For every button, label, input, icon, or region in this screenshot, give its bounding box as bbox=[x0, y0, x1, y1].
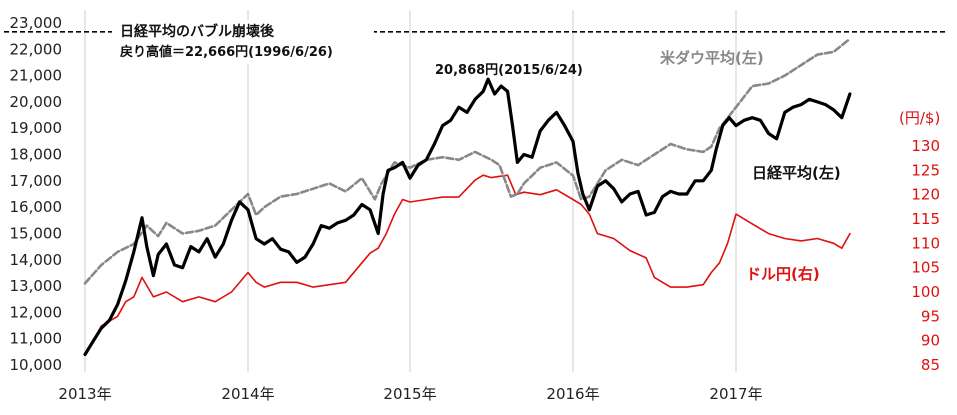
right-tick-label: 115 bbox=[911, 210, 940, 228]
left-tick-label: 13,000 bbox=[10, 277, 63, 295]
left-tick-label: 16,000 bbox=[10, 198, 63, 216]
nikkei-series-label: 日経平均(左) bbox=[752, 164, 841, 182]
left-axis-ticks: 10,000 11,000 12,000 13,000 14,000 15,000 16,0… bbox=[10, 14, 63, 374]
reference-label-background bbox=[112, 20, 374, 64]
x-tick-label: 2013年 bbox=[58, 385, 111, 403]
nikkei-line bbox=[83, 77, 852, 357]
left-tick-label: 18,000 bbox=[10, 146, 63, 164]
right-tick-label: 95 bbox=[921, 307, 940, 325]
dow-line bbox=[83, 37, 852, 285]
left-tick-label: 15,000 bbox=[10, 224, 63, 242]
usdjpy-series-label: ドル円(右) bbox=[746, 265, 820, 283]
left-tick-label: 12,000 bbox=[10, 303, 63, 321]
left-tick-label: 11,000 bbox=[10, 330, 63, 348]
x-tick-label: 2015年 bbox=[383, 385, 436, 403]
right-axis-unit-label: (円/$) bbox=[899, 109, 940, 127]
left-tick-label: 19,000 bbox=[10, 119, 63, 137]
left-tick-label: 10,000 bbox=[10, 356, 63, 374]
right-tick-label: 120 bbox=[911, 186, 940, 204]
series-layer bbox=[83, 37, 852, 357]
x-tick-label: 2017年 bbox=[709, 385, 762, 403]
usdjpy-line bbox=[84, 174, 851, 357]
reference-label-line2: 戻り高値＝22,666円(1996/6/26) bbox=[119, 44, 333, 60]
right-tick-label: 130 bbox=[911, 137, 940, 155]
right-tick-label: 105 bbox=[911, 259, 940, 277]
left-tick-label: 22,000 bbox=[10, 40, 63, 58]
left-tick-label: 14,000 bbox=[10, 251, 63, 269]
x-tick-label: 2016年 bbox=[546, 385, 599, 403]
reference-label-line1: 日経平均のバブル崩壊後 bbox=[120, 23, 275, 40]
dow-series-label: 米ダウ平均(左) bbox=[660, 49, 764, 67]
right-axis-ticks: 85 90 95 100 105 110 115 120 125 130 bbox=[911, 137, 940, 374]
left-tick-label: 17,000 bbox=[10, 172, 63, 190]
right-tick-label: 85 bbox=[921, 356, 940, 374]
left-tick-label: 20,000 bbox=[10, 93, 63, 111]
x-tick-label: 2014年 bbox=[221, 385, 274, 403]
right-tick-label: 100 bbox=[911, 283, 940, 301]
left-tick-label: 23,000 bbox=[10, 14, 63, 32]
x-axis-ticks: 2013年 2014年 2015年 2016年 2017年 bbox=[58, 385, 762, 403]
right-tick-label: 125 bbox=[911, 161, 940, 179]
peak-annotation: 20,868円(2015/6/24) bbox=[435, 63, 583, 78]
right-tick-label: 90 bbox=[921, 332, 940, 350]
vertical-gridlines bbox=[84, 10, 737, 372]
left-tick-label: 21,000 bbox=[10, 67, 63, 85]
right-tick-label: 110 bbox=[911, 234, 940, 252]
